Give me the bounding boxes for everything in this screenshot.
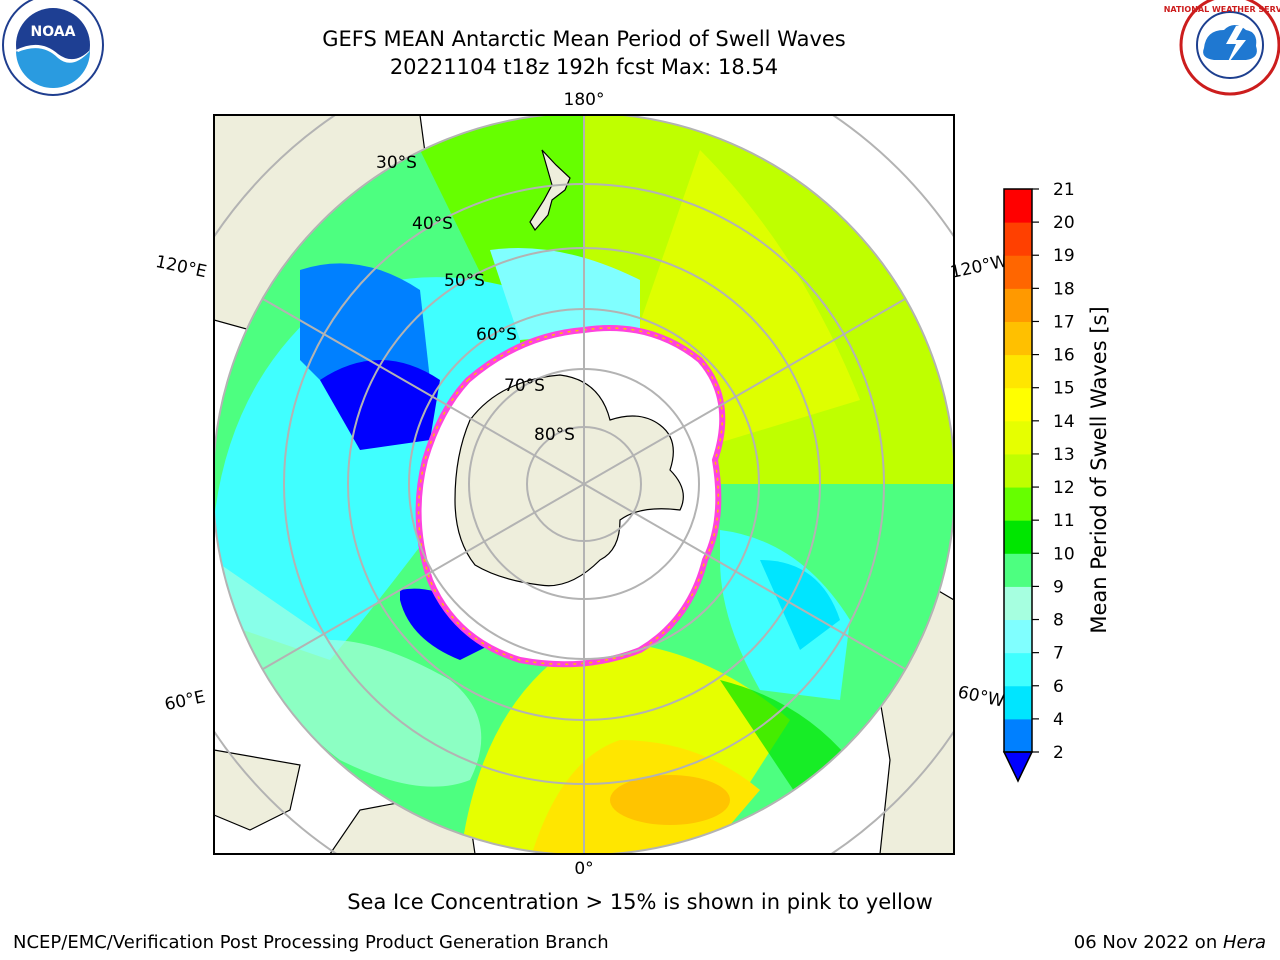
colorbar-tick-label: 2	[1053, 743, 1064, 763]
colorbar-tick-label: 7	[1053, 644, 1064, 664]
lat-label-80s: 80°S	[534, 425, 575, 445]
lon-label-120w: 120°W	[949, 251, 1010, 283]
colorbar-swatch	[1004, 255, 1032, 289]
colorbar-under-triangle	[1002, 751, 1034, 783]
lon-label-60w: 60°W	[956, 682, 1006, 711]
colorbar-tick-label: 9	[1053, 577, 1064, 597]
chart-title: GEFS MEAN Antarctic Mean Period of Swell…	[322, 27, 846, 51]
map-area	[214, 115, 954, 854]
footer-credit: NCEP/EMC/Verification Post Processing Pr…	[13, 932, 609, 953]
colorbar-tick-label: 16	[1053, 346, 1075, 366]
colorbar-tick-label: 21	[1053, 180, 1075, 200]
map-frame	[213, 114, 955, 855]
colorbar-tick-label: 8	[1053, 611, 1064, 631]
colorbar-swatch	[1004, 288, 1032, 322]
colorbar-swatch	[1004, 619, 1032, 654]
colorbar-tick-label: 12	[1053, 478, 1075, 498]
lat-label-50s: 50°S	[444, 271, 485, 291]
colorbar-tick-label: 19	[1053, 246, 1075, 266]
colorbar-swatch	[1004, 387, 1032, 422]
sea-ice-caption: Sea Ice Concentration > 15% is shown in …	[347, 890, 933, 914]
colorbar-tick-label: 18	[1053, 279, 1075, 299]
colorbar-frame	[1003, 188, 1033, 753]
colorbar-tick-label: 11	[1053, 511, 1075, 531]
colorbar-swatch	[1004, 652, 1032, 687]
colorbar-swatch	[1004, 189, 1032, 223]
lon-label-60e: 60°E	[163, 687, 207, 715]
colorbar-swatch	[1004, 718, 1032, 753]
lon-label-0: 0°	[574, 859, 593, 879]
colorbar-tick-label: 20	[1053, 213, 1075, 233]
colorbar-tick-label: 6	[1053, 677, 1064, 697]
colorbar-swatch	[1004, 553, 1032, 587]
lon-label-120e: 120°E	[154, 252, 209, 282]
graticule	[214, 115, 954, 854]
footer-host: Hera	[1222, 932, 1266, 953]
noaa-logo: NOAA	[2, 0, 104, 96]
colorbar-swatch	[1004, 321, 1032, 356]
colorbar-swatch	[1004, 354, 1032, 389]
colorbar-swatch	[1004, 420, 1032, 455]
colorbar-label: Mean Period of Swell Waves [s]	[1087, 306, 1111, 633]
nws-logo-text: NATIONAL WEATHER SERVICE	[1164, 5, 1280, 14]
national-weather-service-logo: NATIONAL WEATHER SERVICE	[1164, 0, 1280, 96]
colorbar-swatch	[1004, 453, 1032, 488]
new-zealand-land	[529, 149, 571, 232]
colorbar-tick-label: 14	[1053, 412, 1075, 432]
colorbar: 2 4 6 7 8 9 10 11 12 13 14 15 16 17 18 19 20 21 Mean Peri…	[1002, 180, 1111, 783]
lat-label-60s: 60°S	[476, 325, 517, 345]
lat-label-30s: 30°S	[376, 153, 417, 173]
lon-label-180: 180°	[564, 90, 605, 110]
madagascar-land	[214, 749, 301, 831]
colorbar-tick-label: 17	[1053, 312, 1075, 332]
colorbar-tick-label: 10	[1053, 544, 1075, 564]
colorbar-tick-label: 4	[1053, 710, 1064, 730]
footer-date: 06 Nov 2022 on Hera	[1074, 932, 1266, 953]
colorbar-swatch	[1004, 520, 1032, 554]
chart-subtitle: 20221104 t18z 192h fcst Max: 18.54	[389, 55, 779, 79]
colorbar-swatch	[1004, 487, 1032, 521]
colorbar-swatch	[1004, 586, 1032, 621]
colorbar-tick-label: 15	[1053, 379, 1075, 399]
lat-label-70s: 70°S	[504, 376, 545, 396]
lat-label-40s: 40°S	[412, 214, 453, 234]
colorbar-swatch	[1004, 222, 1032, 256]
footer-date-text: 06 Nov 2022 on	[1073, 932, 1223, 953]
colorbar-tick-label: 13	[1053, 445, 1075, 465]
colorbar-swatch	[1004, 685, 1032, 720]
noaa-logo-text: NOAA	[31, 24, 76, 40]
